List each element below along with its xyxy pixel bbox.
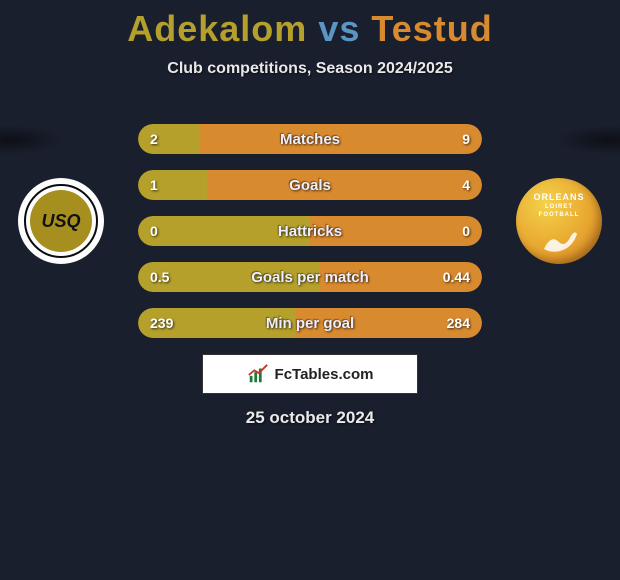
stat-label: Hattricks	[138, 216, 482, 246]
stat-label: Goals	[138, 170, 482, 200]
stat-value-left: 239	[150, 308, 173, 338]
stat-value-left: 1	[150, 170, 158, 200]
stat-value-left: 0.5	[150, 262, 169, 292]
stat-value-right: 9	[462, 124, 470, 154]
badge-right-line1: ORLEANS	[533, 192, 584, 202]
stat-value-left: 0	[150, 216, 158, 246]
chart-icon	[247, 363, 269, 385]
stat-row: Min per goal239 284	[138, 308, 482, 338]
stat-label: Matches	[138, 124, 482, 154]
brand-text: FcTables.com	[275, 366, 374, 383]
stat-value-right: 4	[462, 170, 470, 200]
stats-bars: Matches2 9 Goals1 4 Hattricks0 0 Goals per mat…	[138, 124, 482, 354]
brand-box: FcTables.com	[202, 354, 418, 394]
stat-value-right: 284	[447, 308, 470, 338]
stat-label: Goals per match	[138, 262, 482, 292]
flame-icon	[539, 224, 579, 254]
date-text: 25 october 2024	[0, 408, 620, 428]
stat-row: Hattricks0 0	[138, 216, 482, 246]
stat-label: Min per goal	[138, 308, 482, 338]
stat-row: Goals per match0.5 0.44	[138, 262, 482, 292]
badge-left-inner: USQ	[30, 190, 92, 252]
badge-right-line3: FOOTBALL	[539, 212, 580, 218]
stat-value-left: 2	[150, 124, 158, 154]
stat-row: Matches2 9	[138, 124, 482, 154]
shadow-left	[0, 125, 65, 155]
title-vs: vs	[318, 8, 360, 49]
badge-left-ring	[24, 184, 98, 258]
stat-value-right: 0	[462, 216, 470, 246]
stat-row: Goals1 4	[138, 170, 482, 200]
page-title: Adekalom vs Testud	[0, 0, 620, 50]
shadow-right	[555, 125, 620, 155]
badge-right-line2: LOIRET	[545, 204, 573, 210]
player2-club-badge: ORLEANS LOIRET FOOTBALL	[516, 178, 602, 264]
title-player1: Adekalom	[127, 8, 307, 49]
title-player2: Testud	[371, 8, 492, 49]
stat-value-right: 0.44	[443, 262, 470, 292]
player1-club-badge: USQ	[18, 178, 104, 264]
subtitle: Club competitions, Season 2024/2025	[0, 60, 620, 78]
